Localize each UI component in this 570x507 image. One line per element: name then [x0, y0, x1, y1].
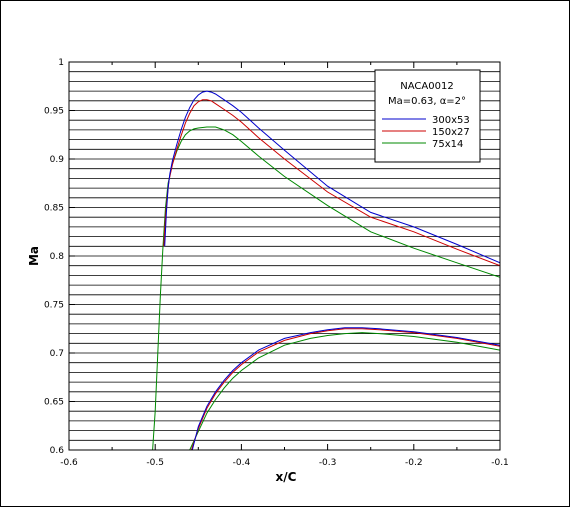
legend-label: 150x27 [432, 127, 470, 138]
legend-label: 300x53 [432, 115, 470, 126]
legend-title: NACA0012 [400, 81, 453, 92]
x-tick-label: -0.6 [60, 458, 78, 468]
series-line-300x53-upper [164, 90, 500, 264]
y-tick-label: 0.7 [50, 349, 64, 359]
x-tick-label: -0.1 [491, 458, 509, 468]
series-line-75x14-upper [152, 126, 500, 450]
series-line-75x14-lower [189, 332, 500, 450]
series-line-150x27-lower [190, 328, 500, 450]
y-axis-label: Ma [27, 246, 41, 266]
data-series [152, 90, 500, 450]
x-tick-label: -0.3 [319, 458, 337, 468]
y-tick-label: 1 [58, 58, 64, 68]
legend-label: 75x14 [432, 139, 463, 150]
y-tick-label: 0.6 [50, 446, 65, 456]
series-line-150x27-upper [163, 99, 500, 267]
y-tick-label: 0.85 [44, 204, 64, 214]
axes [68, 61, 501, 451]
x-tick-label: -0.2 [405, 458, 423, 468]
y-tick-label: 0.65 [44, 398, 64, 408]
legend-subtitle: Ma=0.63, α=2° [388, 96, 466, 107]
x-tick-label: -0.4 [233, 458, 251, 468]
legend-box [374, 69, 481, 163]
y-tick-label: 0.75 [44, 301, 64, 311]
y-tick-label: 0.9 [50, 155, 65, 165]
series-line-300x53-lower [191, 327, 500, 450]
y-tick-label: 0.95 [44, 107, 64, 117]
tick-labels: -0.6 -0.5 -0.4 -0.3 -0.2 -0.1 0.6 0.65 0.7 0.75 0.… [44, 58, 509, 468]
y-tick-label: 0.8 [50, 252, 65, 262]
grid-lines [69, 71, 500, 441]
x-tick-label: -0.5 [146, 458, 164, 468]
x-axis-label: x/C [276, 470, 297, 484]
